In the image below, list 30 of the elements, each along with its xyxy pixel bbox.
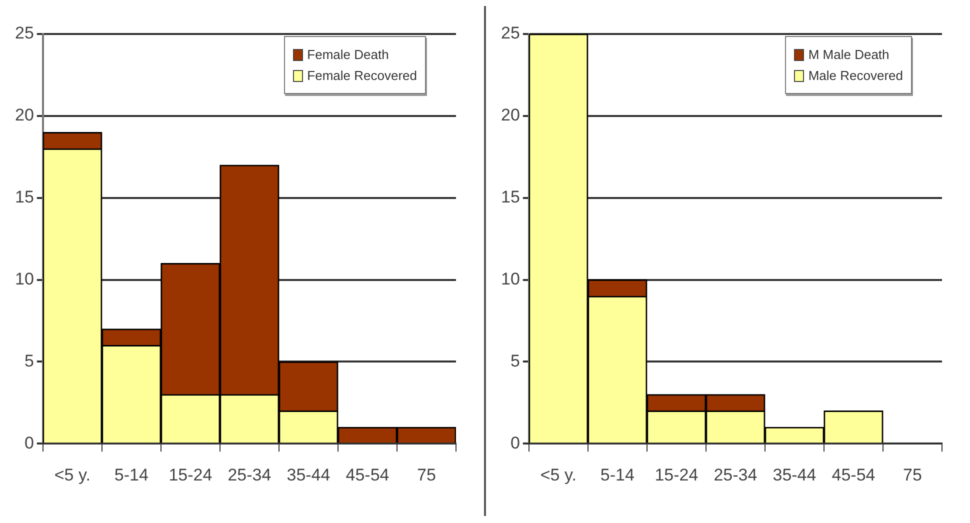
x-tick-label: 15-24 xyxy=(168,465,212,484)
x-tick-label: 75 xyxy=(417,465,436,484)
x-tick-label: <5 y. xyxy=(54,465,90,484)
x-tick-label: 5-14 xyxy=(114,465,148,484)
y-tick-label: 25 xyxy=(14,24,34,43)
y-tick-label: 0 xyxy=(510,433,520,452)
y-tick-label: 5 xyxy=(510,351,520,370)
y-tick-label: 20 xyxy=(14,106,34,125)
y-tick-label: 15 xyxy=(14,188,34,207)
legend-label: Female Death xyxy=(307,47,389,62)
x-tick-label: <5 y. xyxy=(540,465,576,484)
y-tick-label: 5 xyxy=(24,351,34,370)
x-tick-label: 25-34 xyxy=(228,465,272,484)
x-tick-label: 25-34 xyxy=(714,465,758,484)
y-tick-label: 25 xyxy=(500,24,520,43)
y-tick-label: 10 xyxy=(500,269,520,288)
legend-label: Male Recovered xyxy=(808,68,903,83)
x-tick-label: 75 xyxy=(903,465,922,484)
x-tick-label: 35-44 xyxy=(772,465,816,484)
x-tick-label: 45-54 xyxy=(346,465,390,484)
x-tick-label: 5-14 xyxy=(600,465,634,484)
x-tick-label: 35-44 xyxy=(286,465,330,484)
y-tick-label: 10 xyxy=(14,269,34,288)
legend-label: Female Recovered xyxy=(307,68,417,83)
x-tick-label: 15-24 xyxy=(654,465,698,484)
y-tick-label: 20 xyxy=(500,106,520,125)
legend-label: M Male Death xyxy=(808,47,890,62)
y-tick-label: 0 xyxy=(24,433,34,452)
y-tick-label: 15 xyxy=(500,188,520,207)
x-tick-label: 45-54 xyxy=(832,465,876,484)
